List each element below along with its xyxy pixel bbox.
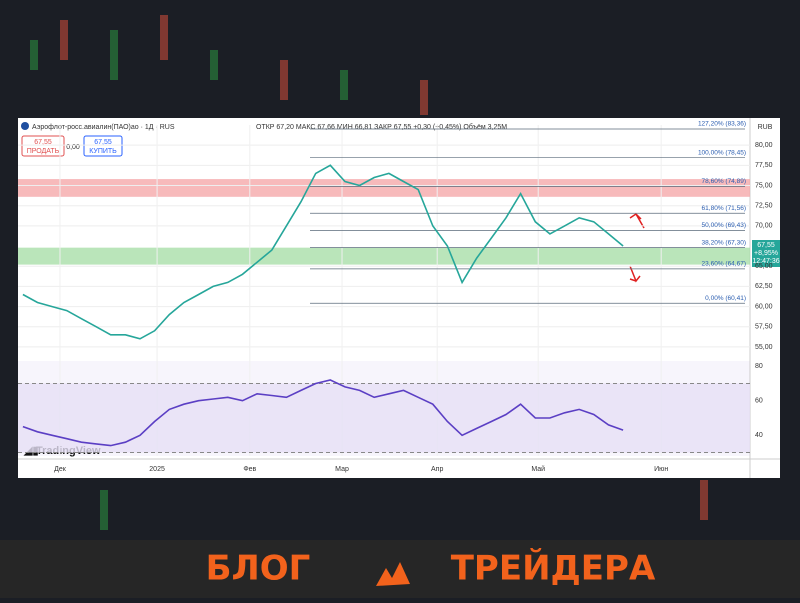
footer-left: БЛОГ (206, 549, 311, 589)
fib-label: 78,60% (74,89) (702, 178, 746, 185)
sell-button[interactable] (21, 135, 65, 157)
y-tick-label: 60 (755, 398, 763, 405)
fib-label: 127,20% (83,36) (698, 121, 746, 128)
y-tick-label: 55,00 (755, 344, 773, 351)
buy-button[interactable] (83, 135, 123, 157)
sell-price: 67,55 (34, 139, 52, 146)
fib-label: 23,60% (64,67) (702, 261, 746, 268)
fib-label: 0,00% (60,41) (705, 295, 746, 302)
price-tag-change: +8,95% (754, 250, 778, 257)
fib-label: 61,80% (71,56) (702, 205, 746, 212)
x-tick-label: 2025 (149, 466, 165, 473)
y-tick-label: 77,50 (755, 162, 773, 169)
x-tick-label: Мар (335, 466, 349, 473)
y-tick-label: 80 (755, 363, 763, 370)
spread: 0,00 (66, 144, 80, 151)
series-line (22, 164, 624, 340)
price-tag-timer: 12:47:36 (752, 258, 779, 265)
sell-label: ПРОДАТЬ (27, 148, 60, 155)
y-tick-label: 65,00 (755, 263, 773, 270)
arrow-down (629, 265, 641, 283)
zone (18, 179, 750, 197)
y-tick-label: 80,00 (755, 142, 773, 149)
y-tick-label: 70,00 (755, 223, 773, 230)
footer-icon (376, 562, 410, 586)
backdrop (30, 15, 708, 530)
buy-price: 67,55 (94, 139, 112, 146)
y-tick-label: 60,00 (755, 303, 773, 310)
y-tick-label: 57,50 (755, 324, 773, 331)
x-tick-label: Апр (431, 466, 443, 473)
y-tick-label: 40 (755, 432, 763, 439)
fib-label: 38,20% (67,30) (702, 239, 746, 246)
ohlc: ОТКР 67,20 МАКС 67,66 МИН 66,81 ЗАКР 67,… (256, 123, 507, 131)
buy-label: КУПИТЬ (89, 148, 117, 155)
fib-label: 100,00% (78,45) (698, 149, 746, 156)
y-tick-label: 62,50 (755, 283, 773, 290)
zone (18, 383, 750, 453)
x-tick-label: Дек (54, 466, 67, 473)
x-tick-label: Май (531, 465, 545, 473)
y-tick-label: 72,50 (755, 203, 773, 210)
series-line (22, 379, 624, 447)
footer-right: ТРЕЙДЕРА (451, 548, 656, 589)
logo-dot (21, 122, 29, 130)
zone (18, 247, 750, 265)
currency: RUB (758, 124, 773, 131)
price-tag (752, 240, 780, 267)
symbol: Аэрофлот-росс.авиалин(ПАО)ао · 1Д · RUS (32, 124, 175, 131)
y-tick-label: 75,00 (755, 182, 773, 189)
price-tag-value: 67,55 (757, 242, 775, 249)
x-tick-label: Июн (654, 466, 668, 473)
fib-label: 50,00% (69,43) (702, 222, 746, 229)
x-tick-label: Фев (243, 466, 256, 473)
